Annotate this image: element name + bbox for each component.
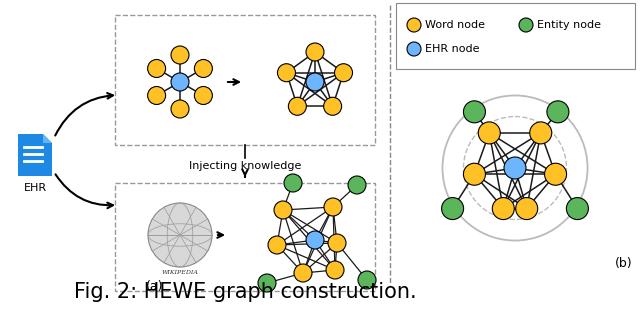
Text: WIKIPEDIA: WIKIPEDIA	[161, 270, 198, 275]
Circle shape	[171, 73, 189, 91]
Circle shape	[478, 122, 500, 144]
Circle shape	[148, 203, 212, 267]
Text: (a): (a)	[147, 280, 164, 293]
Circle shape	[195, 60, 212, 78]
Circle shape	[566, 197, 588, 219]
Text: Fig. 2: HEWE graph construction.: Fig. 2: HEWE graph construction.	[74, 282, 416, 302]
Circle shape	[148, 60, 166, 78]
Circle shape	[348, 176, 366, 194]
Circle shape	[358, 271, 376, 289]
Circle shape	[335, 64, 353, 82]
Circle shape	[268, 236, 286, 254]
Text: (b): (b)	[614, 257, 632, 270]
Text: Word node: Word node	[425, 20, 485, 30]
Circle shape	[530, 122, 552, 144]
Circle shape	[463, 163, 486, 185]
Polygon shape	[18, 134, 52, 176]
Text: EHR: EHR	[24, 183, 47, 193]
Text: Injecting knowledge: Injecting knowledge	[189, 161, 301, 171]
Circle shape	[195, 86, 212, 104]
Text: Entity node: Entity node	[537, 20, 601, 30]
Circle shape	[306, 73, 324, 91]
Circle shape	[324, 198, 342, 216]
FancyBboxPatch shape	[396, 3, 635, 69]
Text: EHR node: EHR node	[425, 44, 479, 54]
Circle shape	[407, 18, 421, 32]
Circle shape	[504, 157, 526, 179]
Circle shape	[148, 86, 166, 104]
Polygon shape	[43, 134, 52, 143]
Circle shape	[545, 163, 566, 185]
Circle shape	[547, 101, 569, 123]
Circle shape	[328, 234, 346, 252]
Circle shape	[171, 100, 189, 118]
Circle shape	[306, 231, 324, 249]
Circle shape	[306, 43, 324, 61]
Circle shape	[519, 18, 533, 32]
Circle shape	[407, 42, 421, 56]
Circle shape	[289, 97, 307, 115]
Circle shape	[326, 261, 344, 279]
Circle shape	[278, 64, 296, 82]
Circle shape	[516, 197, 538, 219]
Circle shape	[463, 101, 486, 123]
Circle shape	[492, 197, 515, 219]
Circle shape	[294, 264, 312, 282]
Circle shape	[284, 174, 302, 192]
Circle shape	[442, 197, 463, 219]
Circle shape	[324, 97, 342, 115]
Circle shape	[274, 201, 292, 219]
Circle shape	[171, 46, 189, 64]
Circle shape	[258, 274, 276, 292]
